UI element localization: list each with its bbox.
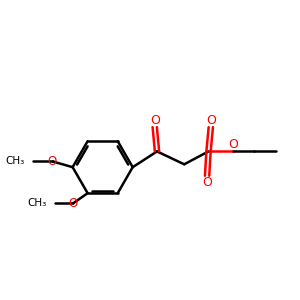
Text: CH₃: CH₃ bbox=[28, 198, 47, 208]
Text: O: O bbox=[228, 138, 238, 151]
Text: O: O bbox=[206, 114, 216, 127]
Text: CH₃: CH₃ bbox=[5, 156, 25, 167]
Text: O: O bbox=[69, 197, 78, 210]
Text: O: O bbox=[47, 155, 57, 168]
Text: O: O bbox=[202, 176, 212, 188]
Text: O: O bbox=[150, 114, 160, 127]
